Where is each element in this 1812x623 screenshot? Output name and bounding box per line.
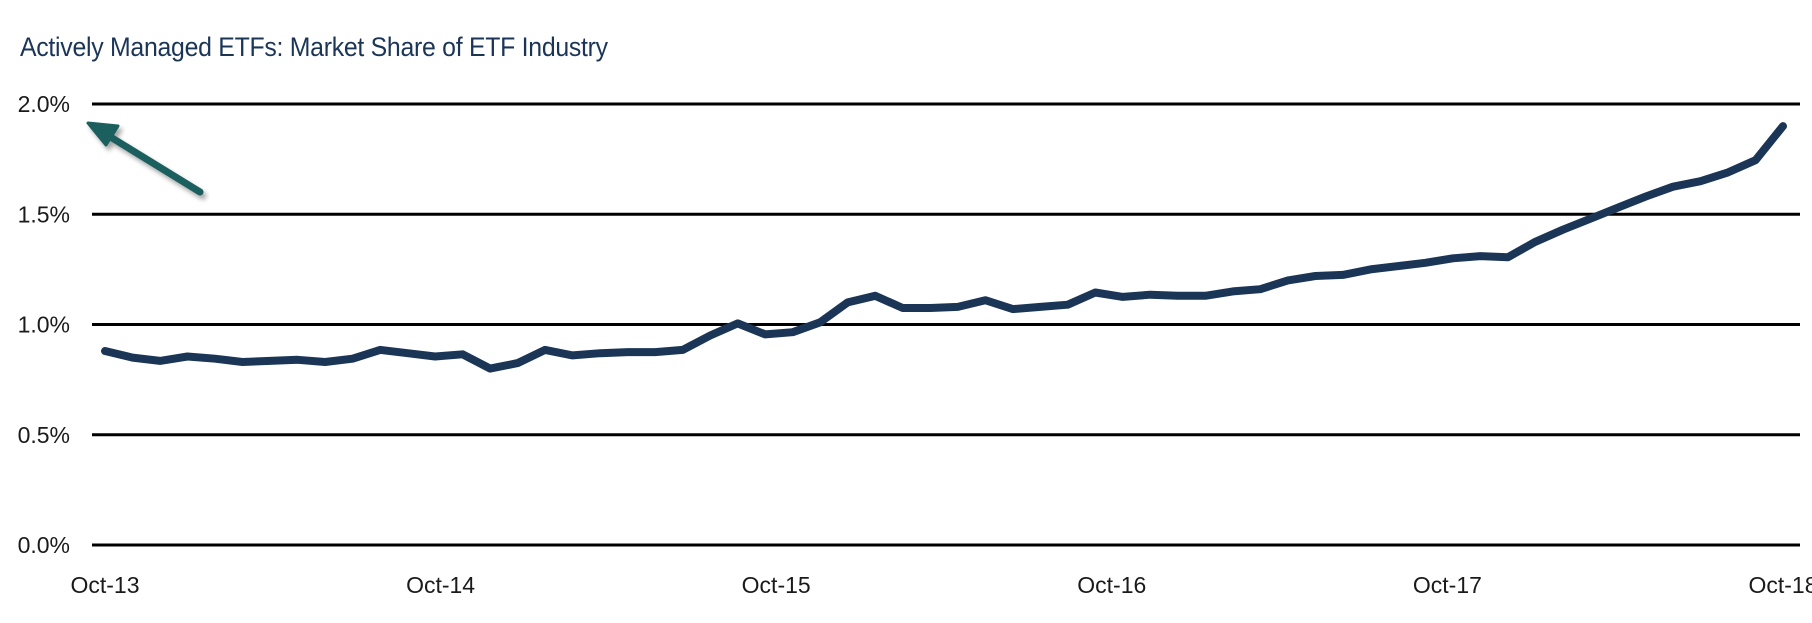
y-tick-label: 2.0% xyxy=(18,91,70,117)
arrow-shaft xyxy=(100,129,204,196)
x-tick-label: Oct-13 xyxy=(70,572,139,598)
x-tick-label: Oct-15 xyxy=(742,572,811,598)
y-axis-ticks: 0.0% 0.5% 1.0% 1.5% 2.0% xyxy=(18,91,70,558)
grid-lines xyxy=(92,102,1800,547)
arrow-head xyxy=(86,121,120,147)
x-tick-label: Oct-16 xyxy=(1077,572,1146,598)
trend-arrow-annotation xyxy=(86,121,204,196)
x-axis-ticks: Oct-13 Oct-14 Oct-15 Oct-16 Oct-17 Oct-18 xyxy=(70,572,1812,598)
x-tick-label: Oct-14 xyxy=(406,572,475,598)
y-tick-label: 0.5% xyxy=(18,422,70,448)
series-line xyxy=(101,122,1787,373)
chart-title: Actively Managed ETFs: Market Share of E… xyxy=(20,32,608,62)
y-tick-label: 1.5% xyxy=(18,201,70,227)
x-tick-label: Oct-18 xyxy=(1748,572,1812,598)
y-tick-label: 1.0% xyxy=(18,312,70,338)
y-tick-label: 0.0% xyxy=(18,532,70,558)
series-line-layer xyxy=(101,122,1787,373)
x-tick-label: Oct-17 xyxy=(1413,572,1482,598)
